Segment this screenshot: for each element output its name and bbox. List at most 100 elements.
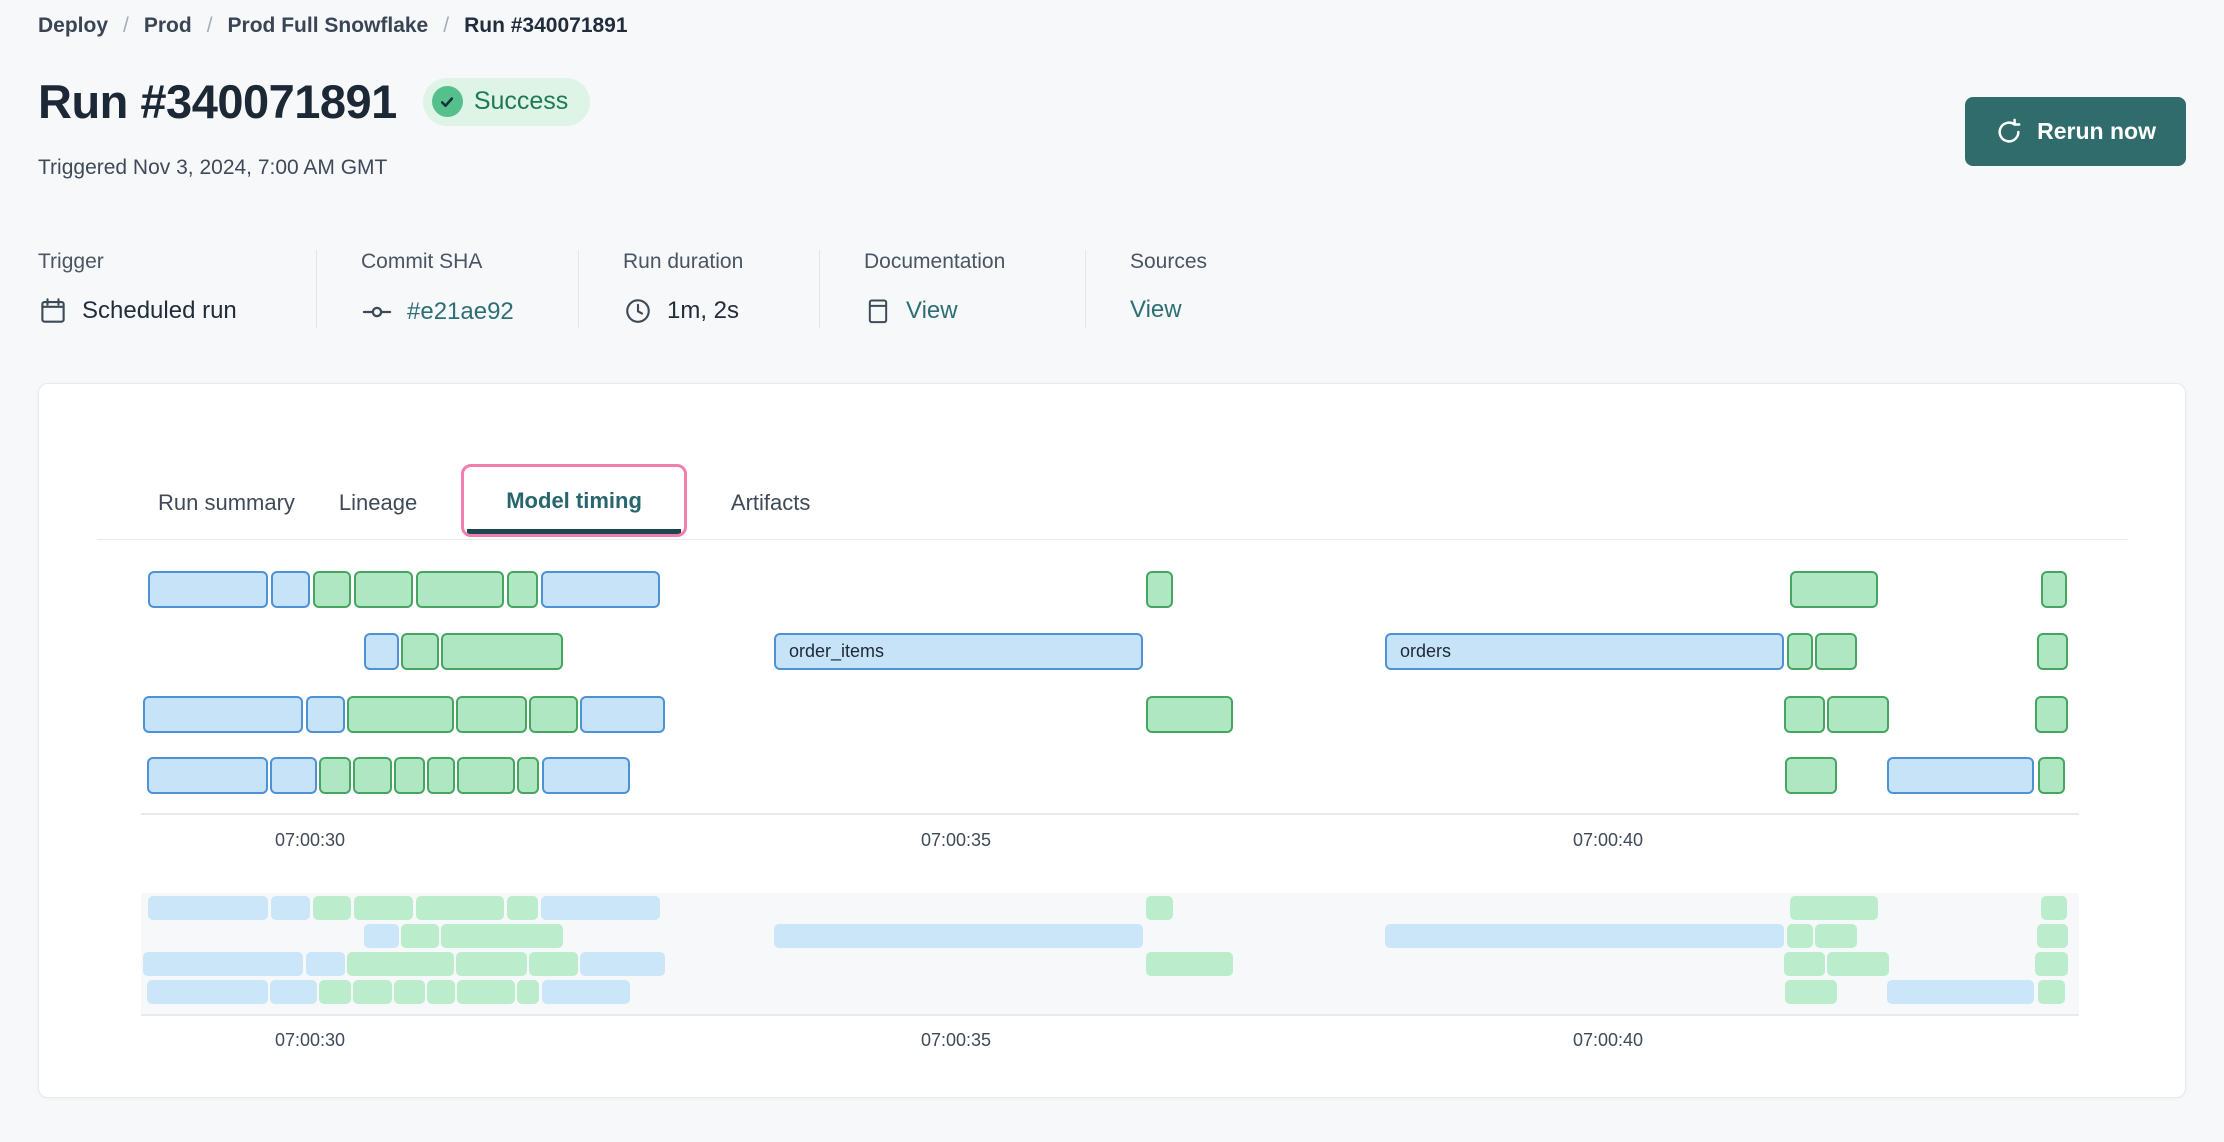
meta-value: View [1130, 296, 1207, 324]
overview-bar [1827, 952, 1889, 976]
gantt-bar[interactable] [354, 571, 413, 608]
gantt-bar[interactable] [148, 571, 268, 608]
breadcrumb: Deploy / Prod / Prod Full Snowflake / Run #340… [38, 14, 628, 38]
overview-bar [1887, 980, 2034, 1004]
overview-bar [416, 896, 504, 920]
meta-col-trigger: Trigger Scheduled run [38, 250, 316, 328]
meta-link[interactable]: #e21ae92 [407, 298, 514, 325]
meta-col-sources: Sources View [1085, 250, 1207, 328]
overview-bar [271, 896, 310, 920]
axis-tick-label: 07:00:35 [920, 1030, 992, 1050]
breadcrumb-item-deploy[interactable]: Deploy [38, 14, 109, 37]
overview-bar [2037, 924, 2068, 948]
gantt-bar[interactable] [517, 757, 539, 794]
overview-bar [353, 980, 392, 1004]
overview-bar [542, 980, 630, 1004]
gantt-bar[interactable] [2041, 571, 2067, 608]
overview-bar [270, 980, 317, 1004]
gantt-bar[interactable] [143, 696, 303, 733]
meta-value: Scheduled run [38, 296, 316, 326]
page-title: Run #340071891 [38, 75, 397, 128]
run-detail-card: Run summary Lineage Model timing Artifacts … [38, 383, 2186, 1098]
tab-model-timing[interactable]: Model timing [461, 464, 687, 537]
gantt-bar[interactable] [441, 633, 563, 670]
gantt-bar[interactable] [507, 571, 538, 608]
overview-bar [441, 924, 563, 948]
model-timing-gantt: order_items orders [141, 571, 2079, 794]
overview-bar [1146, 952, 1233, 976]
gantt-bar[interactable] [147, 757, 268, 794]
axis-tick-label: 07:00:40 [1572, 830, 1644, 850]
gantt-bar[interactable] [319, 757, 351, 794]
overview-bar [394, 980, 425, 1004]
gantt-bar[interactable] [427, 757, 455, 794]
gantt-bar[interactable] [2038, 757, 2065, 794]
run-meta-row: Trigger Scheduled run Commit SHA #e21ae92 Ru… [38, 250, 1207, 328]
commit-icon [361, 296, 393, 328]
rerun-now-label: Rerun now [2037, 118, 2156, 144]
breadcrumb-item-prod[interactable]: Prod [143, 14, 192, 37]
breadcrumb-item-prod-full-snowflake[interactable]: Prod Full Snowflake [227, 14, 429, 37]
gantt-bar[interactable] [1790, 571, 1878, 608]
timing-overview-brush[interactable] [141, 893, 2079, 1014]
overview-bar [2038, 980, 2065, 1004]
gantt-bar[interactable] [347, 696, 454, 733]
meta-label: Commit SHA [361, 250, 483, 273]
meta-value: 1m, 2s [623, 296, 819, 326]
gantt-bar[interactable] [1784, 696, 1825, 733]
gantt-bar[interactable] [353, 757, 392, 794]
axis-tick-label: 07:00:40 [1572, 1030, 1644, 1050]
gantt-bar[interactable] [542, 757, 630, 794]
overview-bar [507, 896, 538, 920]
gantt-bar-order_items[interactable]: order_items [774, 633, 1143, 670]
gantt-bar[interactable] [1887, 757, 2034, 794]
overview-bar [529, 952, 578, 976]
rerun-now-button[interactable]: Rerun now [1965, 97, 2186, 166]
gantt-bar[interactable] [529, 696, 578, 733]
gantt-bar[interactable] [270, 757, 317, 794]
gantt-bar[interactable] [313, 571, 351, 608]
gantt-bar[interactable] [1787, 633, 1813, 670]
meta-label: Sources [1130, 250, 1208, 273]
gantt-bar[interactable] [1785, 757, 1837, 794]
meta-label: Run duration [623, 250, 744, 273]
gantt-bar[interactable] [1827, 696, 1889, 733]
gantt-bar[interactable] [456, 696, 527, 733]
gantt-bar[interactable] [1146, 571, 1173, 608]
mini-axis-ticks: 07:00:30 07:00:35 07:00:40 [141, 1030, 2079, 1054]
gantt-bar-orders[interactable]: orders [1385, 633, 1784, 670]
main-axis-ticks: 07:00:30 07:00:35 07:00:40 [141, 830, 2079, 854]
gantt-bar[interactable] [2037, 633, 2068, 670]
gantt-bar[interactable] [306, 696, 345, 733]
title-row: Run #340071891 Success [38, 74, 591, 129]
overview-bar [364, 924, 399, 948]
gantt-bar[interactable] [541, 571, 660, 608]
mini-axis-line [141, 1014, 2079, 1016]
axis-tick-label: 07:00:30 [274, 1030, 346, 1050]
gantt-bar[interactable] [1815, 633, 1857, 670]
tab-label: Model timing [506, 487, 642, 513]
gantt-bar[interactable] [2035, 696, 2068, 733]
meta-link[interactable]: View [1130, 296, 1182, 323]
document-icon [864, 296, 892, 326]
breadcrumb-separator: / [123, 14, 129, 37]
overview-bar [1815, 924, 1857, 948]
gantt-bar-label: orders [1400, 641, 1452, 661]
tab-run-summary[interactable]: Run summary [158, 490, 295, 515]
tab-lineage[interactable]: Lineage [338, 490, 418, 515]
gantt-bar[interactable] [364, 633, 399, 670]
overview-bar [457, 980, 515, 1004]
tab-artifacts[interactable]: Artifacts [730, 490, 811, 515]
gantt-bar[interactable] [271, 571, 310, 608]
gantt-bar[interactable] [394, 757, 425, 794]
gantt-bar[interactable] [580, 696, 665, 733]
axis-tick-label: 07:00:30 [274, 830, 346, 850]
gantt-bar[interactable] [416, 571, 504, 608]
meta-label: Documentation [864, 250, 1006, 273]
gantt-bar[interactable] [457, 757, 515, 794]
gantt-bar[interactable] [1146, 696, 1233, 733]
meta-link[interactable]: View [906, 297, 958, 324]
overview-bar [1385, 924, 1784, 948]
gantt-bar[interactable] [401, 633, 439, 670]
